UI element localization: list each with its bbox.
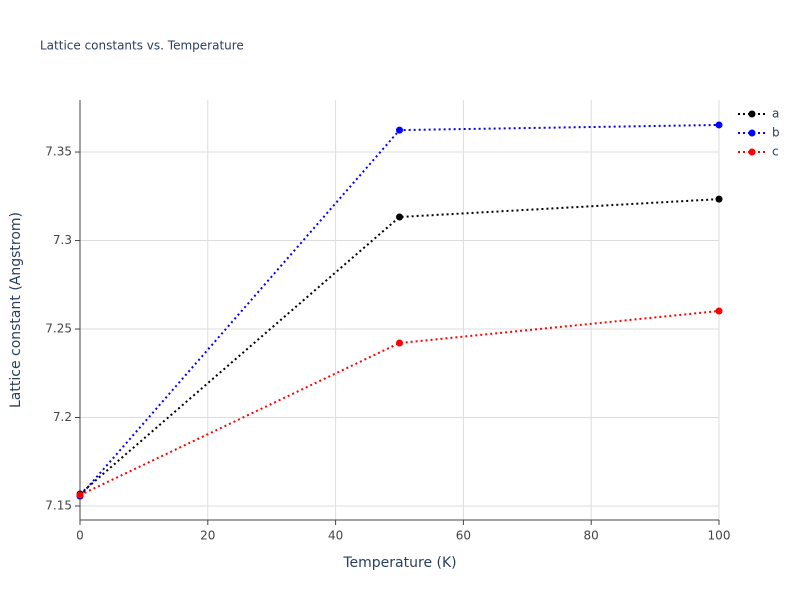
- legend-marker: [748, 129, 756, 137]
- y-tick-label: 7.15: [45, 499, 72, 513]
- x-tick-label: 80: [584, 529, 599, 543]
- marker: [396, 213, 403, 221]
- line: [79, 123, 720, 497]
- x-tick-label: 0: [76, 529, 84, 543]
- marker: [396, 126, 403, 134]
- chart-title: Lattice constants vs. Temperature: [40, 39, 244, 53]
- x-tick-label: 60: [456, 529, 471, 543]
- marker: [715, 195, 723, 203]
- line: [79, 309, 720, 496]
- x-tick-label: 20: [200, 529, 215, 543]
- marker: [715, 307, 723, 315]
- y-tick-label: 7.35: [45, 145, 72, 159]
- y-tick-label: 7.2: [53, 410, 72, 424]
- x-tick-label: 100: [708, 529, 731, 543]
- y-tick-label: 7.3: [53, 233, 72, 247]
- marker: [715, 121, 723, 129]
- x-axis-label: Temperature (K): [342, 555, 456, 571]
- legend-label: c: [772, 145, 779, 159]
- marker: [76, 491, 84, 499]
- marker: [396, 339, 403, 347]
- y-axis-label: Lattice constant (Angstrom): [8, 212, 24, 408]
- line: [79, 198, 720, 495]
- x-tick-label: 40: [328, 529, 343, 543]
- legend-label: b: [772, 126, 780, 140]
- legend-label: a: [772, 107, 779, 121]
- y-tick-label: 7.25: [45, 322, 72, 336]
- legend-marker: [748, 148, 756, 156]
- legend-marker: [748, 110, 756, 118]
